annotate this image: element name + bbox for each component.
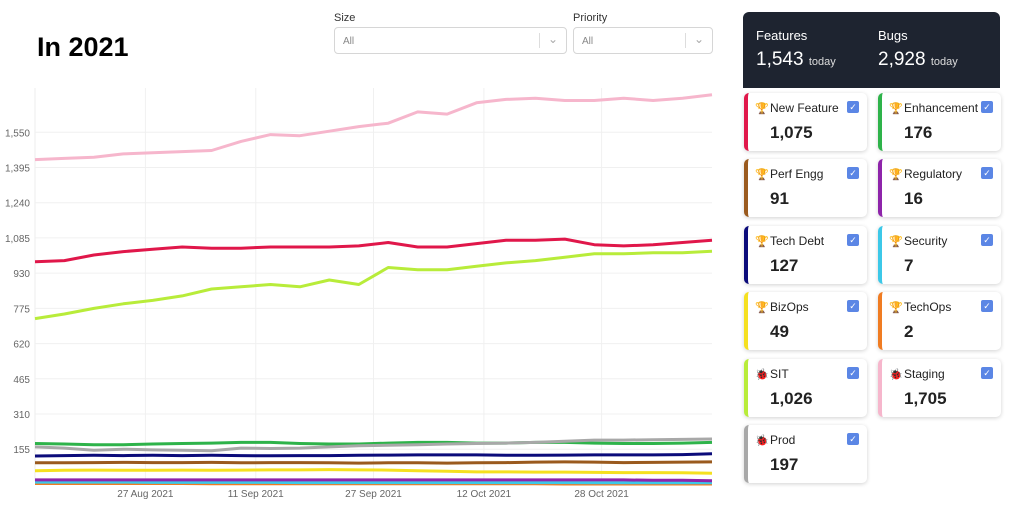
category-card[interactable]: 🏆 Perf Engg ✓ 91 bbox=[744, 159, 867, 218]
card-value: 197 bbox=[770, 455, 799, 474]
card-value: 16 bbox=[904, 189, 923, 209]
features-count: 1,543 bbox=[756, 49, 804, 70]
card-name: TechOps bbox=[904, 300, 952, 315]
line-chart: 155 310 465 620 775 930 1,085 1,240 1,395 1,550 27… bbox=[5, 88, 713, 500]
y-tick-label: 775 bbox=[13, 304, 30, 315]
category-card[interactable]: 🏆 BizOps ✓ 49 bbox=[744, 292, 867, 351]
card-name: Regulatory bbox=[904, 167, 963, 182]
series-line-security bbox=[35, 480, 712, 485]
category-card[interactable]: 🐞 Staging ✓ 1,705 bbox=[878, 358, 1001, 417]
card-checkbox[interactable]: ✓ bbox=[981, 101, 993, 113]
trophy-icon: 🏆 bbox=[889, 302, 903, 315]
bug-icon: 🐞 bbox=[755, 435, 769, 447]
series-line-new-feature bbox=[34, 237, 713, 264]
y-tick-label: 1,395 bbox=[5, 164, 30, 175]
priority-select-value: All bbox=[582, 36, 594, 47]
card-checkbox[interactable]: ✓ bbox=[981, 366, 993, 379]
y-tick-label: 1,085 bbox=[5, 234, 30, 245]
y-tick-label: 465 bbox=[13, 375, 30, 386]
page-title: In 2021 bbox=[37, 32, 129, 62]
card-checkbox[interactable]: ✓ bbox=[847, 167, 859, 180]
card-name: BizOps bbox=[770, 300, 809, 315]
trophy-icon: 🏆 bbox=[755, 103, 769, 115]
card-name: Staging bbox=[904, 366, 945, 381]
trophy-icon: 🏆 bbox=[889, 235, 903, 248]
size-select[interactable]: All ⌄ bbox=[334, 27, 567, 54]
category-card[interactable]: 🏆 New Feature ✓ 1,075 bbox=[744, 93, 867, 151]
card-value: 176 bbox=[904, 123, 933, 142]
bugs-count: 2,928 bbox=[878, 49, 926, 70]
trophy-icon: 🏆 bbox=[755, 302, 769, 315]
trophy-icon: 🏆 bbox=[889, 169, 903, 182]
card-checkbox[interactable]: ✓ bbox=[981, 300, 993, 313]
card-checkbox[interactable]: ✓ bbox=[847, 433, 859, 445]
x-tick-label: 28 Oct 2021 bbox=[574, 489, 629, 500]
card-checkbox[interactable]: ✓ bbox=[847, 101, 859, 113]
card-checkbox[interactable]: ✓ bbox=[847, 233, 859, 246]
card-value: 49 bbox=[770, 322, 789, 342]
category-card[interactable]: 🏆 Security ✓ 7 bbox=[878, 225, 1001, 284]
series-line-enhancement bbox=[34, 440, 713, 447]
card-checkbox[interactable]: ✓ bbox=[981, 233, 993, 246]
category-card[interactable]: 🐞 Prod ✓ 197 bbox=[744, 425, 867, 483]
chevron-down-icon[interactable]: ⌄ bbox=[547, 32, 558, 46]
bugs-label: Bugs bbox=[878, 28, 908, 43]
series-line-sit bbox=[34, 249, 713, 321]
y-tick-label: 155 bbox=[13, 445, 30, 456]
trophy-icon: 🏆 bbox=[755, 169, 769, 182]
category-card[interactable]: 🏆 Tech Debt ✓ 127 bbox=[744, 225, 867, 284]
card-checkbox[interactable]: ✓ bbox=[981, 167, 993, 180]
x-tick-label: 27 Aug 2021 bbox=[117, 489, 174, 500]
series-line-tech-debt bbox=[34, 452, 713, 458]
x-tick-label: 27 Sep 2021 bbox=[345, 489, 402, 500]
series-line-prod bbox=[34, 437, 713, 453]
trophy-icon: 🏆 bbox=[755, 235, 769, 248]
card-name: Perf Engg bbox=[770, 167, 824, 182]
category-card[interactable]: 🏆 TechOps ✓ 2 bbox=[878, 292, 1001, 351]
card-name: Enhancement bbox=[904, 101, 979, 115]
card-checkbox[interactable]: ✓ bbox=[847, 366, 859, 379]
card-checkbox[interactable]: ✓ bbox=[847, 300, 859, 313]
select-divider bbox=[685, 33, 686, 48]
x-tick-label: 12 Oct 2021 bbox=[457, 489, 512, 500]
category-card[interactable]: 🏆 Enhancement ✓ 176 bbox=[878, 93, 1001, 151]
features-label: Features bbox=[756, 28, 808, 43]
y-tick-label: 1,550 bbox=[5, 128, 30, 139]
priority-filter-label: Priority bbox=[573, 12, 608, 24]
series-line-regulatory bbox=[35, 478, 713, 483]
card-name: New Feature bbox=[770, 101, 839, 115]
y-tick-label: 1,240 bbox=[5, 199, 30, 210]
series-line-perf-engg bbox=[35, 460, 713, 465]
card-name: SIT bbox=[770, 366, 789, 381]
card-value: 1,075 bbox=[770, 123, 813, 142]
y-tick-label: 930 bbox=[13, 269, 30, 280]
card-name: Tech Debt bbox=[770, 233, 825, 248]
bugs-suffix: today bbox=[930, 56, 958, 68]
select-divider bbox=[539, 33, 540, 48]
summary-header: Features 1,543 today Bugs 2,928 today bbox=[743, 12, 1000, 88]
priority-select[interactable]: All ⌄ bbox=[573, 27, 713, 54]
y-tick-label: 620 bbox=[13, 340, 30, 351]
category-card[interactable]: 🐞 SIT ✓ 1,026 bbox=[744, 358, 867, 417]
card-value: 1,705 bbox=[904, 388, 947, 408]
trophy-icon: 🏆 bbox=[889, 103, 903, 115]
card-value: 2 bbox=[904, 322, 914, 342]
card-value: 91 bbox=[770, 189, 789, 209]
series-line-staging bbox=[34, 93, 713, 162]
series-line-bizops bbox=[34, 468, 713, 475]
chevron-down-icon[interactable]: ⌄ bbox=[693, 32, 704, 46]
card-name: Prod bbox=[770, 433, 796, 447]
y-tick-label: 310 bbox=[13, 410, 30, 421]
bug-icon: 🐞 bbox=[889, 368, 903, 381]
features-suffix: today bbox=[808, 56, 836, 68]
card-value: 127 bbox=[770, 255, 799, 275]
x-tick-label: 11 Sep 2021 bbox=[228, 489, 284, 500]
card-value: 7 bbox=[904, 255, 914, 275]
card-value: 1,026 bbox=[770, 388, 813, 408]
category-card[interactable]: 🏆 Regulatory ✓ 16 bbox=[878, 159, 1001, 218]
bug-icon: 🐞 bbox=[755, 368, 769, 381]
size-select-value: All bbox=[343, 36, 355, 47]
size-filter-label: Size bbox=[334, 12, 356, 24]
card-name: Security bbox=[904, 233, 948, 248]
